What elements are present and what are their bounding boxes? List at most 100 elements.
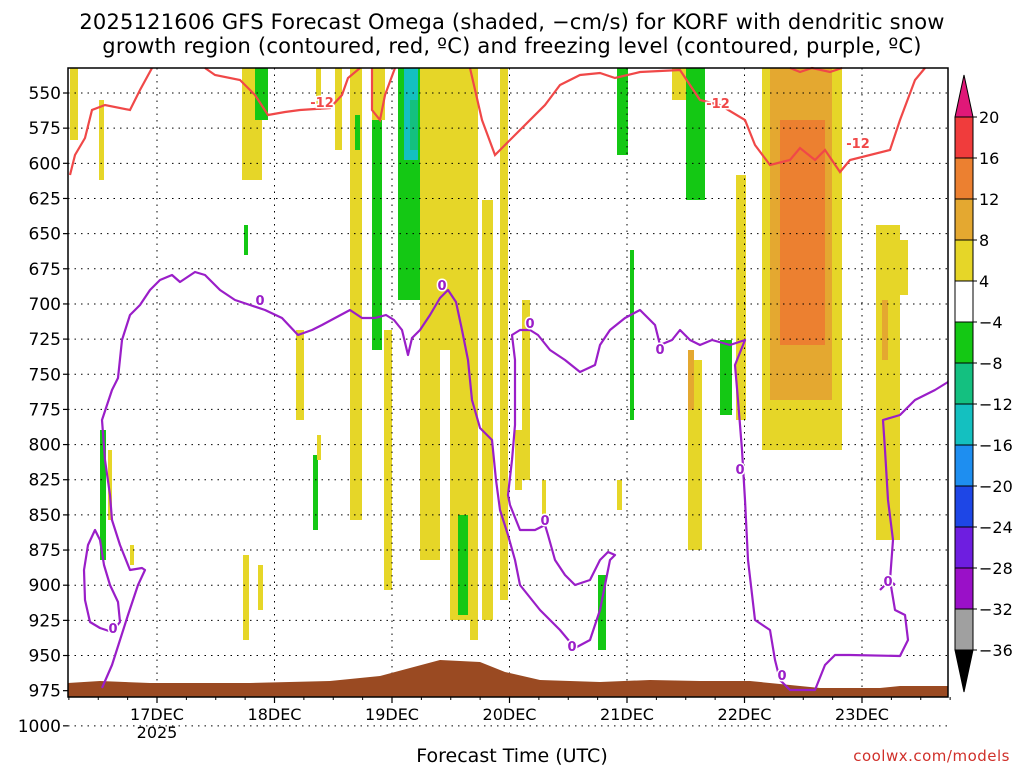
omega-patch (130, 545, 134, 565)
omega-patch (598, 575, 606, 650)
contour-lines: -12 -12 -12 0 0 0 0 0 0 0 0 0 0 (68, 66, 949, 692)
omega-patch (617, 68, 628, 155)
omega-patch (522, 300, 530, 480)
omega-patch (100, 430, 106, 560)
credit-text: coolwx.com/models (853, 747, 1010, 765)
omega-shading (70, 68, 908, 650)
omega-patch (458, 515, 468, 615)
colorbar-bottom-arrow (954, 649, 974, 693)
freezing-contour-label: 0 (437, 279, 446, 294)
y-tick-label: 875 (29, 541, 61, 561)
omega-patch (258, 565, 263, 610)
y-tick-label: 925 (29, 611, 61, 631)
dsgz-contour-label: -12 (310, 96, 334, 111)
omega-patch (780, 120, 825, 345)
colorbar-band (954, 239, 974, 282)
omega-patch (720, 340, 732, 415)
colorbar-band (954, 444, 974, 487)
omega-patch (450, 68, 472, 620)
colorbar-label: −16 (979, 436, 1013, 455)
omega-patch (617, 480, 622, 510)
y-tick-label: 725 (29, 330, 61, 350)
colorbar-label: 20 (979, 108, 999, 127)
omega-patch (410, 100, 418, 150)
x-tick-label: 21DEC (600, 705, 654, 724)
y-tick-label: 600 (29, 154, 61, 174)
omega-patch (500, 68, 508, 600)
freezing-contour-label: 0 (540, 514, 549, 529)
x-tick-label: 17DEC (130, 705, 184, 724)
omega-patch (686, 68, 705, 200)
omega-patch (313, 455, 318, 530)
omega-patch (384, 330, 392, 590)
plot-frame (67, 67, 949, 698)
freezing-contour-label: 0 (255, 294, 264, 309)
colorbar-label: −20 (979, 477, 1013, 496)
colorbar-label: −32 (979, 600, 1013, 619)
omega-patch (317, 435, 321, 460)
terrain-surface (68, 660, 948, 697)
y-tick-label: 625 (29, 189, 61, 209)
omega-patch (542, 480, 546, 520)
y-tick-label: 975 (29, 682, 61, 702)
colorbar-label: −12 (979, 395, 1013, 414)
freezing-contour-label: 0 (735, 463, 744, 478)
omega-patch (335, 68, 342, 150)
x-tick-label: 20DEC (483, 705, 537, 724)
colorbar-band (954, 362, 974, 405)
colorbar-band (954, 321, 974, 364)
colorbar-label: −28 (979, 559, 1013, 578)
y-tick-label: 775 (29, 400, 61, 420)
colorbar-band (954, 157, 974, 200)
omega-patch (482, 200, 493, 620)
plot-border (67, 67, 949, 698)
omega-patch (316, 68, 321, 110)
omega-patch (99, 100, 104, 180)
colorbar: 20 16 12 8 4 −4 −8 −12 −16 −20 −24 −28 −32 −36 (954, 74, 1013, 693)
y-tick-label: 550 (29, 84, 61, 104)
colorbar-band (954, 403, 974, 446)
omega-patch (440, 68, 452, 350)
colorbar-label: 8 (979, 231, 989, 250)
omega-patch (70, 68, 78, 140)
x-axis-label: Forecast Time (UTC) (416, 745, 608, 767)
omega-patch (243, 555, 249, 640)
x-tick-label: 22DEC (718, 705, 772, 724)
colorbar-label: −4 (979, 313, 1003, 332)
colorbar-band (954, 526, 974, 569)
y-tick-label: 1000 (18, 717, 61, 737)
y-tick-label: 650 (29, 225, 61, 245)
freezing-contour (879, 578, 896, 591)
colorbar-band (954, 485, 974, 528)
omega-patch (688, 350, 694, 410)
dsgz-contour (68, 67, 153, 176)
freezing-contour (100, 270, 949, 692)
omega-patch (900, 240, 908, 295)
x-tick-label: 23DEC (835, 705, 889, 724)
x-tick-label: 18DEC (248, 705, 302, 724)
colorbar-label: 16 (979, 149, 999, 168)
colorbar-label: −36 (979, 641, 1013, 660)
freezing-contour-label: 0 (567, 640, 576, 655)
chart-title-line-2: growth region (contoured, red, ºC) and f… (102, 34, 922, 58)
dsgz-contour (370, 67, 397, 123)
x-axis-ticks: 17DEC 18DEC 19DEC 20DEC 21DEC 22DEC 23DEC 2025 (68, 697, 951, 742)
colorbar-band (954, 608, 974, 651)
omega-patch (244, 225, 248, 255)
omega-patch (470, 68, 478, 640)
x-tick-label: 19DEC (365, 705, 419, 724)
freezing-contour-label: 0 (655, 343, 664, 358)
colorbar-label: −8 (979, 354, 1003, 373)
colorbar-top-arrow (954, 74, 974, 118)
freezing-contour-label: 0 (108, 622, 117, 637)
colorbar-band (954, 567, 974, 610)
freezing-contour (82, 528, 122, 634)
omega-patch (882, 300, 888, 360)
y-tick-label: 800 (29, 436, 61, 456)
omega-patch (355, 115, 360, 150)
dsgz-contour (204, 67, 361, 117)
colorbar-band (954, 280, 974, 323)
freezing-contour-label: 0 (883, 575, 892, 590)
freezing-contour-label: 0 (525, 317, 534, 332)
grid-lines (68, 68, 948, 727)
